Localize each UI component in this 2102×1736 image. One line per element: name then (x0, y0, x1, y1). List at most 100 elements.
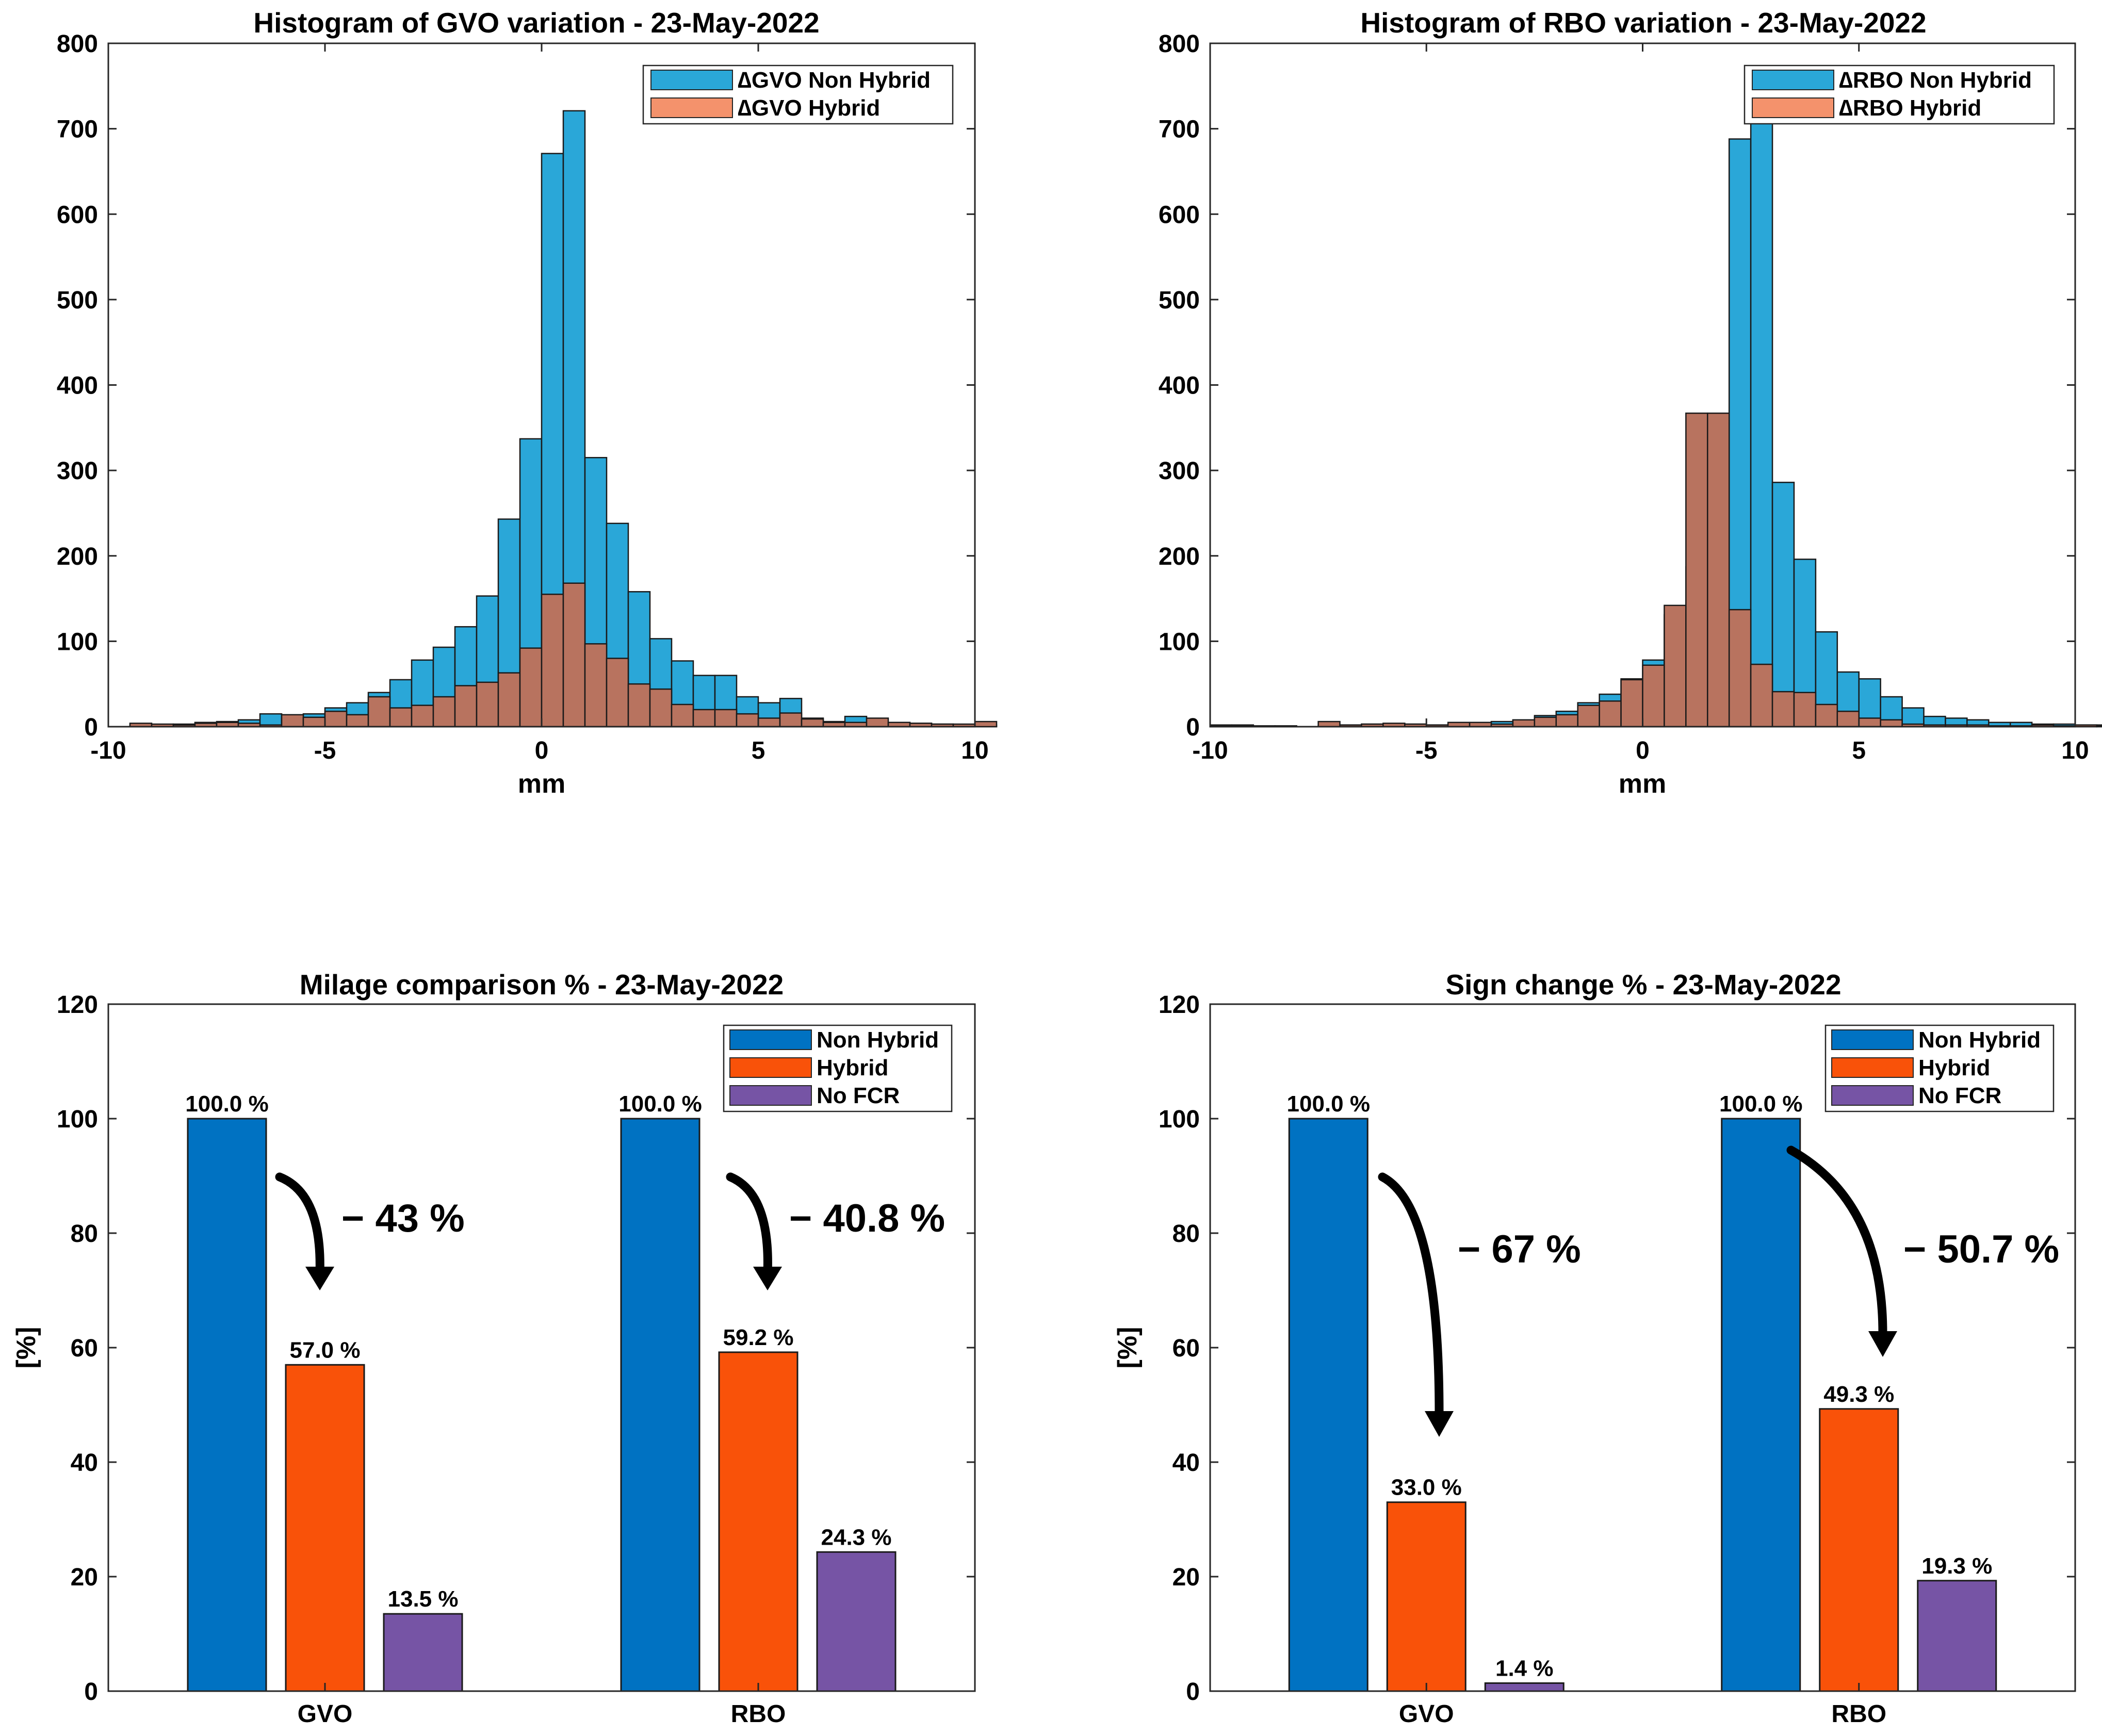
bar-value-label: 13.5 % (388, 1586, 459, 1612)
histogram-bar-hybrid (606, 658, 629, 728)
bar-nofcr (1917, 1580, 1997, 1692)
legend: Non Hybrid Hybrid No FCR (723, 1024, 953, 1112)
histogram-bar-hybrid (389, 707, 413, 728)
legend-label: ∆GVO Hybrid (738, 95, 880, 121)
bar-value-label: 59.2 % (723, 1325, 794, 1350)
reduction-annotation: − 50.7 % (1786, 1145, 2059, 1357)
legend-swatch (1831, 1057, 1914, 1078)
curved-arrow-icon (1786, 1145, 1887, 1338)
legend-swatch (729, 1085, 812, 1106)
y-tick-label: 100 (1159, 628, 1200, 656)
histogram-bar-hybrid (562, 582, 586, 728)
reduction-label: − 40.8 % (789, 1197, 945, 1240)
x-tick-label: -10 (90, 737, 126, 764)
reduction-label: − 43 % (341, 1197, 465, 1240)
histogram-bar-hybrid (779, 712, 803, 728)
y-tick-label: 20 (71, 1564, 98, 1591)
legend-swatch (650, 97, 733, 118)
bar-value-label: 1.4 % (1495, 1656, 1554, 1681)
y-tick-label: 100 (57, 1106, 98, 1133)
y-tick-label: 0 (84, 714, 98, 741)
histogram-bar-hybrid (1793, 692, 1817, 728)
y-tick-label: 700 (1159, 116, 1200, 143)
bar-value-label: 100.0 % (618, 1091, 702, 1117)
curved-arrow-icon (275, 1172, 324, 1279)
histogram-bar-hybrid (281, 714, 304, 728)
histogram-bar-hybrid (1555, 714, 1578, 728)
y-tick-label: 0 (1186, 1678, 1200, 1706)
histogram-bar-hybrid (1577, 705, 1600, 728)
bar-value-label: 100.0 % (185, 1091, 268, 1117)
histogram-bar-hybrid (1642, 664, 1665, 728)
bar-value-label: 19.3 % (1921, 1553, 1992, 1579)
x-category-label: RBO (1831, 1700, 1886, 1728)
legend-label: Non Hybrid (817, 1027, 939, 1053)
bar-nonhybrid (620, 1118, 700, 1692)
legend-swatch (650, 70, 733, 90)
y-tick-label: 800 (1159, 30, 1200, 58)
bar-nonhybrid (187, 1118, 267, 1692)
y-tick-label: 600 (1159, 201, 1200, 228)
histogram-bar-hybrid (1512, 719, 1536, 728)
legend-swatch (1752, 70, 1834, 90)
histogram-bar-hybrid (1620, 679, 1643, 728)
y-tick-label: 60 (1172, 1335, 1200, 1362)
reduction-label: − 67 % (1458, 1227, 1581, 1271)
histogram-bar-hybrid (2074, 724, 2098, 728)
x-category-label: GVO (1399, 1700, 1454, 1728)
y-tick-label: 100 (57, 628, 98, 656)
histogram-bar-hybrid (454, 685, 478, 728)
y-axis-label: [%] (1113, 1327, 1143, 1369)
legend-label: No FCR (1918, 1083, 2001, 1108)
histogram-bar-hybrid (974, 720, 998, 728)
histogram-bar-hybrid (519, 647, 543, 728)
y-tick-label: 600 (57, 201, 98, 228)
histogram-bar-hybrid (1599, 700, 1622, 728)
y-tick-label: 500 (1159, 287, 1200, 314)
histogram-bar-hybrid (1815, 703, 1838, 728)
legend: Non Hybrid Hybrid No FCR (1824, 1024, 2055, 1112)
y-tick-label: 80 (1172, 1220, 1200, 1248)
chart-gvo-histogram: Histogram of GVO variation - 23-May-2022… (57, 7, 998, 799)
histogram-bar-hybrid (627, 683, 651, 728)
y-tick-label: 40 (1172, 1449, 1200, 1477)
bar-hybrid (1386, 1501, 1466, 1692)
y-tick-label: 200 (57, 543, 98, 570)
histogram-bar-hybrid (367, 696, 391, 728)
histogram-bar-hybrid (1664, 604, 1687, 728)
histogram-bar-hybrid (541, 594, 564, 728)
chart-title: Milage comparison % - 23-May-2022 (300, 969, 784, 1001)
bar-nofcr (383, 1613, 463, 1692)
bar-group: 100.0 % 33.0 % 1.4 % 100.0 % 49.3 % 19.3 % (1287, 1091, 1997, 1692)
x-category-label: RBO (731, 1700, 786, 1728)
histogram-bar-hybrid (1750, 663, 1773, 728)
chart-title: Histogram of RBO variation - 23-May-2022 (1360, 7, 1926, 39)
histogram-bar-hybrid (1858, 717, 1881, 728)
reduction-annotation: − 43 % (275, 1172, 465, 1290)
arrowhead-icon (305, 1267, 334, 1290)
histogram-bar-hybrid (866, 717, 889, 728)
y-tick-label: 60 (71, 1335, 98, 1362)
reduction-annotation: − 40.8 % (726, 1172, 945, 1290)
y-axis-label: [%] (11, 1327, 41, 1369)
x-category-label: GVO (298, 1700, 353, 1728)
y-tick-label: 120 (57, 991, 98, 1019)
legend-label: ∆RBO Non Hybrid (1839, 68, 2032, 93)
histogram-bar-hybrid (736, 713, 759, 728)
y-tick-label: 0 (84, 1678, 98, 1706)
histogram-bar-hybrid (497, 672, 521, 728)
y-tick-label: 400 (1159, 372, 1200, 400)
histogram-bar-hybrid (649, 688, 673, 728)
bar-value-label: 57.0 % (290, 1337, 361, 1363)
histogram-bars (129, 110, 998, 728)
y-tick-label: 700 (57, 116, 98, 143)
x-tick-label: -5 (314, 737, 336, 764)
legend-label: No FCR (817, 1083, 900, 1108)
x-axis-label: mm (518, 769, 565, 799)
histogram-bar-hybrid (692, 709, 716, 728)
curved-arrow-icon (1378, 1172, 1444, 1418)
histogram-bar-nonhybrid (1750, 121, 1773, 728)
x-tick-label: -10 (1192, 737, 1228, 764)
y-tick-label: 200 (1159, 543, 1200, 570)
legend-swatch (729, 1057, 812, 1078)
